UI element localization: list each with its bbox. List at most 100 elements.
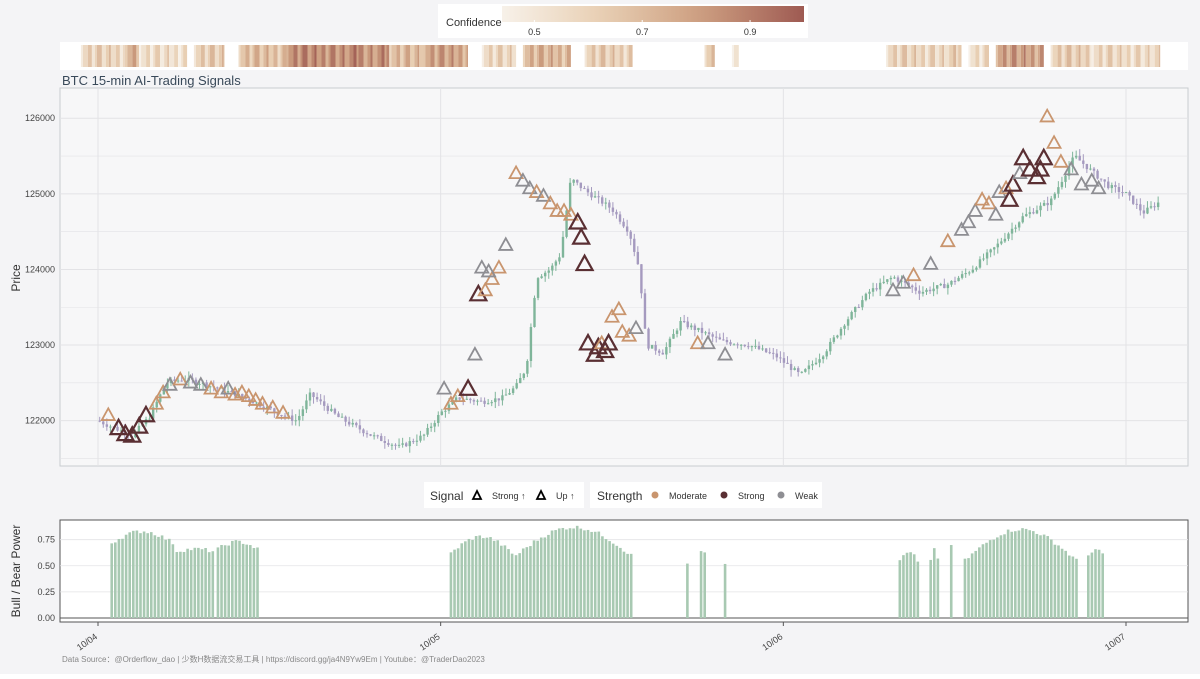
- candle-body: [1135, 203, 1138, 205]
- power-bar: [1090, 552, 1094, 618]
- candle-body: [772, 352, 775, 354]
- power-bar: [988, 540, 992, 618]
- confidence-stripe: [297, 45, 301, 67]
- colorbar-tick-label: 0.5: [528, 27, 541, 37]
- signal-marker-weak: [1090, 179, 1107, 195]
- confidence-stripe: [975, 45, 980, 67]
- confidence-stripe: [330, 45, 336, 67]
- candle-body: [743, 344, 746, 347]
- colorbar-gradient: [502, 6, 804, 22]
- candle-body: [829, 341, 832, 352]
- candle-body: [1003, 238, 1007, 242]
- power-bar: [996, 537, 999, 618]
- candle-body: [494, 398, 497, 403]
- signal-marker-moderate: [508, 164, 525, 180]
- candle-body: [611, 207, 615, 212]
- confidence-stripe: [1133, 45, 1136, 67]
- power-bar: [593, 531, 597, 618]
- confidence-stripe: [417, 45, 420, 67]
- colorbar-label: Confidence: [446, 17, 502, 29]
- candle-body: [194, 379, 198, 385]
- candle-body: [266, 406, 269, 409]
- candle-body: [511, 388, 515, 394]
- confidence-stripe: [414, 45, 418, 67]
- candle-body: [597, 196, 600, 198]
- signal-marker-weak: [627, 319, 645, 335]
- candle-body: [166, 383, 169, 389]
- candle-body: [807, 365, 811, 370]
- candle-body: [390, 444, 394, 446]
- confidence-stripe: [911, 45, 915, 67]
- candle-body: [444, 410, 447, 412]
- confidence-stripe: [557, 45, 562, 67]
- signal-marker-weak: [967, 202, 984, 217]
- confidence-stripe: [614, 45, 620, 67]
- legend-signal-up: Up ↑: [556, 491, 575, 501]
- candle-body: [333, 408, 337, 414]
- power-bar: [547, 534, 550, 618]
- confidence-stripe: [984, 45, 989, 67]
- confidence-stripe: [266, 45, 269, 67]
- confidence-stripe: [240, 45, 246, 67]
- confidence-stripe: [164, 45, 168, 67]
- confidence-stripe: [349, 45, 354, 67]
- price-tick-label: 123000: [25, 340, 55, 350]
- candle-body: [672, 333, 675, 339]
- signal-marker-weak: [480, 262, 497, 278]
- confidence-stripe: [522, 45, 525, 67]
- candle-body: [469, 398, 472, 401]
- confidence-stripe: [195, 45, 201, 67]
- candle-body: [1035, 210, 1039, 214]
- power-bar: [608, 541, 611, 618]
- power-bar: [149, 532, 153, 618]
- power-bar: [142, 531, 146, 618]
- candle-body: [251, 401, 255, 404]
- power-bar: [992, 539, 996, 618]
- confidence-stripe: [200, 45, 205, 67]
- candle-body: [1007, 233, 1010, 239]
- candle-body: [960, 274, 964, 278]
- power-bar: [135, 530, 139, 618]
- signal-marker-moderate: [1052, 153, 1069, 168]
- candle-body: [540, 276, 543, 279]
- confidence-stripe: [979, 45, 983, 67]
- candle-body: [1060, 181, 1064, 188]
- confidence-stripe: [1098, 45, 1103, 67]
- candle-body: [1000, 241, 1003, 244]
- confidence-stripe: [886, 45, 889, 67]
- power-bar: [179, 551, 182, 618]
- signal-marker-weak: [514, 172, 531, 187]
- power-bar: [171, 544, 175, 618]
- candle-body: [600, 197, 604, 204]
- signal-marker-weak: [1083, 172, 1100, 187]
- candle-body: [732, 344, 736, 346]
- power-bar: [568, 528, 572, 618]
- confidence-stripe: [254, 45, 260, 67]
- legend-weak-dot: [777, 491, 785, 499]
- candle-body: [1117, 186, 1121, 193]
- power-bar: [686, 563, 689, 618]
- power-bar: [117, 538, 121, 618]
- candle-body: [1050, 198, 1053, 206]
- power-bar: [626, 553, 629, 618]
- confidence-stripe: [321, 45, 326, 67]
- signal-marker-weak: [535, 187, 552, 202]
- power-bar: [619, 547, 622, 618]
- power-bar: [936, 558, 940, 618]
- candle-body: [308, 392, 312, 401]
- power-bar: [238, 540, 241, 618]
- candle-body: [283, 415, 287, 417]
- confidence-stripe: [942, 45, 945, 67]
- signal-marker-moderate: [203, 380, 220, 395]
- candlesticks: [98, 149, 1160, 453]
- confidence-stripe: [280, 45, 283, 67]
- power-bar: [981, 544, 985, 618]
- candle-body: [1064, 175, 1067, 182]
- candle-body: [276, 411, 280, 416]
- candle-body: [964, 273, 967, 275]
- confidence-stripe: [888, 45, 894, 67]
- candle-body: [608, 202, 611, 208]
- candle-body: [315, 397, 319, 400]
- candle-body: [454, 397, 458, 401]
